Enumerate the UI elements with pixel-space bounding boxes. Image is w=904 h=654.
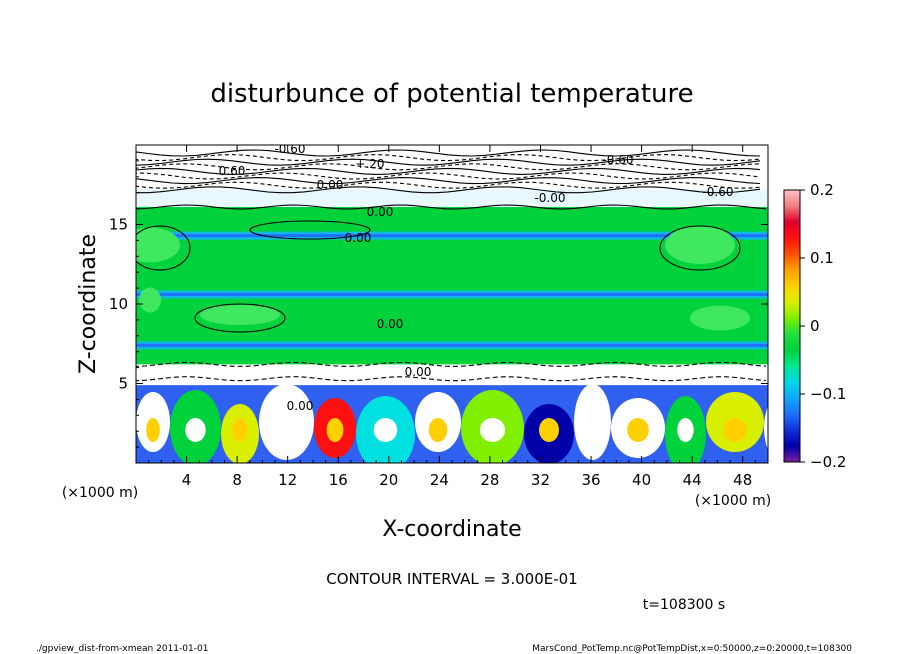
field-stripe-core (136, 234, 768, 238)
colorbar: 0.2 0.1 0 −0.1 −0.2 (783, 181, 846, 471)
contour-loop (249, 220, 371, 240)
colorbar-tick-label: −0.2 (810, 453, 846, 471)
x-tick-label: 48 (733, 471, 752, 489)
contour-value-label: 0.00 (345, 231, 372, 245)
field-lower-core (326, 418, 344, 442)
x-axis: 4 8 12 16 20 24 28 32 36 40 44 48 (148, 145, 756, 489)
contour-line (136, 163, 761, 171)
contour-line (136, 204, 767, 210)
y-tick-label: 10 (109, 295, 128, 313)
field-lower-core (479, 418, 506, 442)
field-lower-core (585, 418, 600, 442)
colorbar-tick-label: 0.1 (810, 249, 834, 267)
field-lower-core (428, 418, 448, 442)
field-lower-core (232, 418, 248, 442)
contour-line (136, 149, 761, 157)
field-inversion (136, 364, 768, 386)
contour-value-label: -0.60 (602, 153, 633, 167)
field-blob (690, 305, 750, 331)
y-tick-label: 5 (118, 375, 128, 393)
contour-line (136, 177, 761, 185)
field-blob (136, 227, 180, 263)
contour-value-label: -0.60 (702, 185, 733, 199)
colorbar-ticks: 0.2 0.1 0 −0.1 −0.2 (800, 181, 846, 471)
contour-value-label: 0.00 (377, 317, 404, 331)
x-tick-label: 8 (232, 471, 242, 489)
field-lower-core (373, 418, 398, 442)
x-tick-label: 28 (480, 471, 499, 489)
field-lower-cell (764, 406, 768, 450)
field-blob (139, 287, 161, 313)
x-tick-label: 32 (531, 471, 550, 489)
contour-line (136, 158, 761, 166)
contour-line (136, 167, 761, 175)
field-top-band (136, 189, 768, 208)
x-tick-label: 12 (278, 471, 297, 489)
field-lower-core (539, 418, 559, 442)
x-unit-left: (×1000 m) (62, 485, 138, 501)
field-lower-core (275, 418, 298, 442)
contour-value-label: 0.60 (219, 164, 246, 178)
field-layer (136, 145, 768, 463)
x-tick-label: 4 (182, 471, 192, 489)
x-unit-right: (×1000 m) (695, 493, 771, 509)
contour-value-label: +.20 (355, 157, 384, 171)
field-lower-core (627, 418, 649, 442)
contour-line (136, 186, 761, 194)
plot-area: -0.60 +.20 -0.60 0.60 0.00 -0.00 -0.60 0.00 0.00… (136, 142, 768, 463)
contour-line (136, 376, 767, 382)
chart-title: disturbunce of potential temperature (210, 79, 693, 109)
time-label: t=108300 s (643, 597, 725, 613)
contour-value-label: -0.60 (274, 142, 305, 156)
contour-line (136, 172, 761, 180)
field-lower-core (677, 418, 694, 442)
colorbar-ramp (783, 189, 801, 463)
field-blob (200, 305, 280, 325)
x-tick-label: 44 (683, 471, 702, 489)
x-tick-label: 24 (430, 471, 449, 489)
contour-value-label: 0.00 (405, 365, 432, 379)
contour-line (136, 154, 761, 162)
contour-value-label: 0.00 (367, 205, 394, 219)
footer-right: MarsCond_PotTemp.nc@PotTempDist,x=0:5000… (532, 644, 852, 654)
contour-loop (136, 225, 191, 271)
contour-value-label: 0.00 (287, 399, 314, 413)
field-lower-core (185, 418, 206, 442)
contour-value-label: 0.00 (317, 178, 344, 192)
colorbar-tick-label: 0 (810, 317, 820, 335)
contour-value-label: -0.00 (534, 191, 565, 205)
field-lower-core (146, 418, 160, 442)
colorbar-tick-label: −0.1 (810, 385, 846, 403)
x-tick-label: 36 (581, 471, 600, 489)
contour-loop (659, 225, 741, 271)
field-blob (665, 226, 735, 264)
field-stripe-core (136, 292, 768, 296)
x-tick-label: 20 (379, 471, 398, 489)
contour-interval: CONTOUR INTERVAL = 3.000E-01 (326, 570, 577, 588)
contour-layer: -0.60 +.20 -0.60 0.60 0.00 -0.00 -0.60 0.00 0.00… (136, 142, 767, 413)
field-stripe-core (136, 343, 768, 347)
contour-loop (194, 303, 286, 333)
field-main-band (136, 207, 768, 365)
y-tick-label: 15 (109, 216, 128, 234)
x-tick-label: 40 (632, 471, 651, 489)
contour-line (136, 361, 767, 367)
contour-line (136, 181, 761, 189)
x-tick-label: 16 (329, 471, 348, 489)
field-lower-core (723, 418, 747, 442)
footer-left: ./gpview_dist-from-xmean 2011-01-01 (36, 644, 208, 654)
colorbar-tick-label: 0.2 (810, 181, 834, 199)
x-axis-label: X-coordinate (382, 517, 521, 542)
y-axis: 5 10 15 (109, 160, 768, 448)
y-axis-label: Z-coordinate (76, 234, 101, 374)
